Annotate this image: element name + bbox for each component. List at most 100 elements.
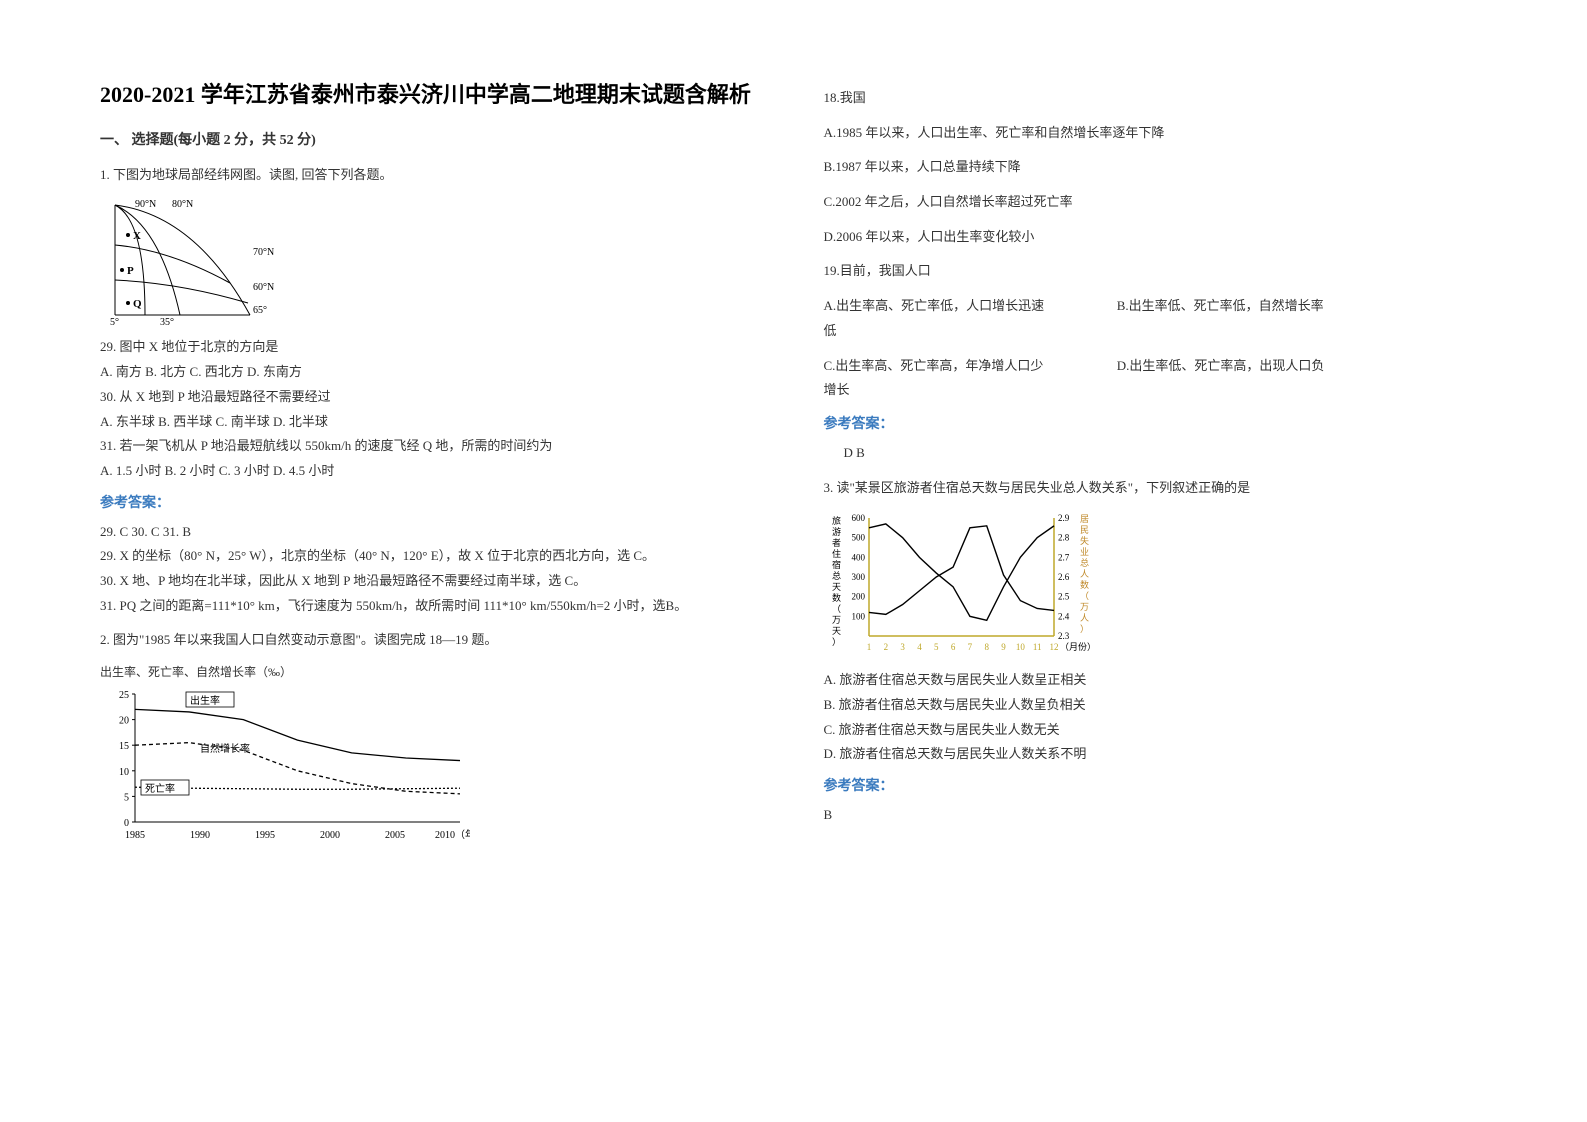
q2-18-b: B.1987 年以来，人口总量持续下降 xyxy=(824,155,1488,180)
document-title: 2020-2021 学年江苏省泰州市泰兴济川中学高二地理期末试题含解析 xyxy=(100,80,764,111)
q3-opt-c: C. 旅游者住宿总天数与居民失业人数无关 xyxy=(824,718,1488,743)
svg-text:5: 5 xyxy=(934,642,939,652)
svg-text:5: 5 xyxy=(124,792,129,803)
q2-19-d: D.出生率低、死亡率高，出现人口负 xyxy=(1117,358,1325,373)
q2-19-d-cont: 增长 xyxy=(824,378,1488,403)
q1-30-options: A. 东半球 B. 西半球 C. 南半球 D. 北半球 xyxy=(100,410,764,435)
svg-text:天: 天 xyxy=(832,626,841,636)
svg-text:（: （ xyxy=(832,604,841,614)
svg-text:2010（年）: 2010（年） xyxy=(435,828,470,841)
svg-text:10: 10 xyxy=(1015,642,1025,652)
q2-19-c: C.出生率高、死亡率高，年净增人口少 xyxy=(824,354,1114,379)
svg-text:11: 11 xyxy=(1032,642,1041,652)
svg-text:万: 万 xyxy=(832,615,841,625)
q1-map-label-65: 65° xyxy=(253,305,267,316)
q1-map-point-q: Q xyxy=(133,298,142,310)
q2-19-row2: C.出生率高、死亡率高，年净增人口少 D.出生率低、死亡率高，出现人口负 xyxy=(824,354,1488,379)
svg-text:住: 住 xyxy=(832,548,841,559)
q1-answer-heading: 参考答案： xyxy=(100,492,764,512)
q1-map-point-x: X xyxy=(133,230,141,242)
svg-text:业: 业 xyxy=(1080,547,1089,557)
q1-expl-30: 30. X 地、P 地均在北半球，因此从 X 地到 P 地沿最短路径不需要经过南… xyxy=(100,569,764,594)
q2-stem: 2. 图为"1985 年以来我国人口自然变动示意图"。读图完成 18—19 题。 xyxy=(100,628,764,653)
svg-text:9: 9 xyxy=(1001,642,1006,652)
q3-answer-heading: 参考答案： xyxy=(824,775,1488,795)
svg-text:旅: 旅 xyxy=(832,515,841,526)
svg-text:1985: 1985 xyxy=(125,830,145,841)
svg-text:2.4: 2.4 xyxy=(1058,612,1070,622)
svg-text:数: 数 xyxy=(832,592,841,603)
svg-text:10: 10 xyxy=(119,767,129,778)
svg-text:居: 居 xyxy=(1080,514,1089,524)
q1-stem: 1. 下图为地球局部经纬网图。读图, 回答下列各题。 xyxy=(100,163,764,188)
svg-text:）: ） xyxy=(1080,624,1089,634)
svg-text:0: 0 xyxy=(124,818,129,829)
q2-18-d: D.2006 年以来，人口出生率变化较小 xyxy=(824,225,1488,250)
q2-19-b-cont: 低 xyxy=(824,319,1488,344)
svg-text:2: 2 xyxy=(883,642,888,652)
svg-text:8: 8 xyxy=(984,642,989,652)
q2-18-question: 18.我国 xyxy=(824,86,1488,111)
q2-answer-heading: 参考答案： xyxy=(824,413,1488,433)
svg-text:7: 7 xyxy=(967,642,972,652)
svg-text:2.6: 2.6 xyxy=(1058,572,1070,582)
page-root: 2020-2021 学年江苏省泰州市泰兴济川中学高二地理期末试题含解析 一、 选… xyxy=(0,0,1587,894)
q2-18-c: C.2002 年之后，人口自然增长率超过死亡率 xyxy=(824,190,1488,215)
svg-text:25: 25 xyxy=(119,690,129,701)
q1-map-label-70n: 70°N xyxy=(253,247,274,258)
svg-text:游: 游 xyxy=(832,526,841,537)
q3-opt-a: A. 旅游者住宿总天数与居民失业人数呈正相关 xyxy=(824,668,1488,693)
q2-answers: D B xyxy=(824,441,1488,466)
svg-text:总: 总 xyxy=(1080,557,1089,568)
svg-text:失: 失 xyxy=(1080,535,1089,546)
q1-expl-29: 29. X 的坐标（80° N，25° W），北京的坐标（40° N，120° … xyxy=(100,544,764,569)
svg-text:（月份）: （月份） xyxy=(1060,641,1094,652)
q1-map-point-p: P xyxy=(127,265,134,277)
svg-text:4: 4 xyxy=(917,642,922,652)
svg-text:3: 3 xyxy=(900,642,905,652)
q1-map-label-60n: 60°N xyxy=(253,282,274,293)
svg-text:15: 15 xyxy=(119,741,129,752)
q1-map-label-80n: 80°N xyxy=(172,199,193,210)
svg-text:天: 天 xyxy=(832,582,841,592)
svg-text:万: 万 xyxy=(1080,602,1089,612)
q1-31-options: A. 1.5 小时 B. 2 小时 C. 3 小时 D. 4.5 小时 xyxy=(100,459,764,484)
q1-29-options: A. 南方 B. 北方 C. 西北方 D. 东南方 xyxy=(100,360,764,385)
q3-opt-d: D. 旅游者住宿总天数与居民失业人数关系不明 xyxy=(824,742,1488,767)
q1-map-label-5: 5° xyxy=(110,317,119,325)
q1-30-question: 30. 从 X 地到 P 地沿最短路径不需要经过 xyxy=(100,385,764,410)
section-heading: 一、 选择题(每小题 2 分，共 52 分) xyxy=(100,129,764,149)
svg-text:500: 500 xyxy=(851,533,865,543)
q3-stem: 3. 读"某景区旅游者住宿总天数与居民失业总人数关系"，下列叙述正确的是 xyxy=(824,476,1488,501)
svg-text:（: （ xyxy=(1080,591,1089,601)
svg-text:）: ） xyxy=(832,637,841,647)
q2-chart-ytitle: 出生率、死亡率、自然增长率（‰） xyxy=(100,663,764,680)
svg-text:者: 者 xyxy=(832,538,841,548)
q2-19-question: 19.目前，我国人口 xyxy=(824,259,1488,284)
svg-text:1990: 1990 xyxy=(190,830,210,841)
svg-text:人: 人 xyxy=(1080,569,1089,579)
svg-text:2000: 2000 xyxy=(320,830,340,841)
q2-19-b: B.出生率低、死亡率低，自然增长率 xyxy=(1117,298,1324,313)
svg-text:200: 200 xyxy=(851,592,865,602)
svg-text:数: 数 xyxy=(1080,579,1089,590)
svg-text:人: 人 xyxy=(1080,613,1089,623)
svg-text:2.7: 2.7 xyxy=(1058,553,1070,563)
svg-text:1: 1 xyxy=(866,642,871,652)
q2-chart: 出生率、死亡率、自然增长率（‰） 05101520251985199019952… xyxy=(100,663,764,844)
svg-text:300: 300 xyxy=(851,572,865,582)
q1-31-question: 31. 若一架飞机从 P 地沿最短航线以 550km/h 的速度飞经 Q 地，所… xyxy=(100,434,764,459)
q1-map-label-35: 35° xyxy=(160,317,174,325)
q3-answer: B xyxy=(824,803,1488,828)
right-column: 18.我国 A.1985 年以来，人口出生率、死亡率和自然增长率逐年下降 B.1… xyxy=(824,80,1488,854)
svg-text:2.5: 2.5 xyxy=(1058,592,1070,602)
q2-19-a: A.出生率高、死亡率低，人口增长迅速 xyxy=(824,294,1114,319)
svg-text:自然增长率: 自然增长率 xyxy=(200,742,250,755)
svg-text:总: 总 xyxy=(832,570,841,581)
svg-text:2.8: 2.8 xyxy=(1058,533,1070,543)
svg-text:1995: 1995 xyxy=(255,830,275,841)
svg-text:民: 民 xyxy=(1080,525,1089,535)
svg-text:出生率: 出生率 xyxy=(190,694,220,707)
q2-19-row1: A.出生率高、死亡率低，人口增长迅速 B.出生率低、死亡率低，自然增长率 xyxy=(824,294,1488,319)
svg-text:2.9: 2.9 xyxy=(1058,513,1070,523)
